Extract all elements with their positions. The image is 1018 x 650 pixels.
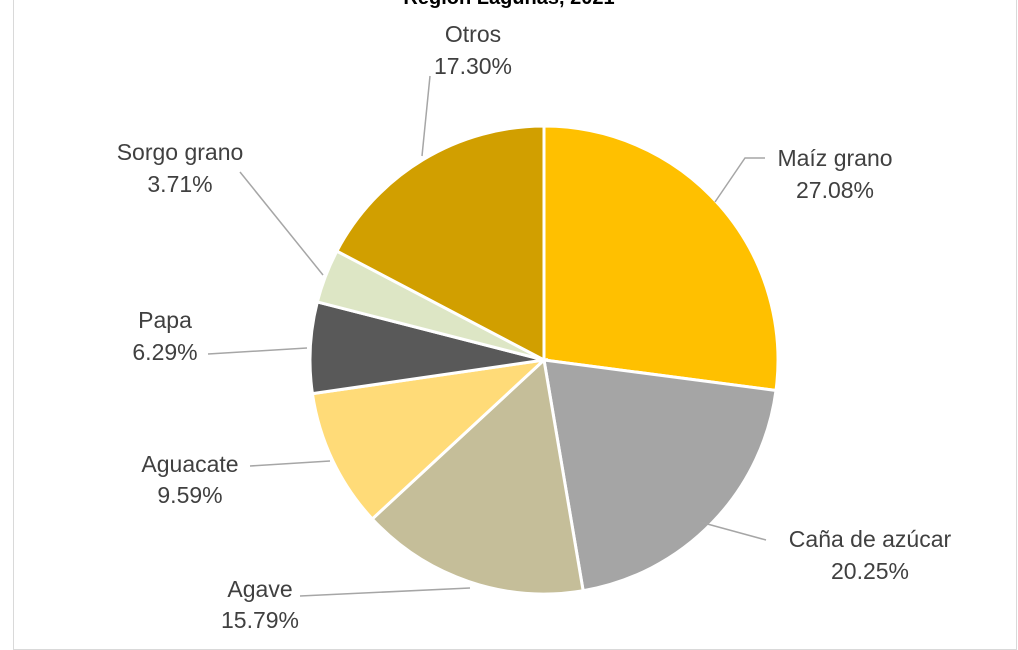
leader-line: [421, 75, 431, 157]
leader-line: [207, 347, 308, 355]
slice-value-label: 15.79%: [221, 607, 299, 633]
slice-label: Caña de azúcar: [789, 526, 952, 552]
pie-slice-ca-a-de-az-car: [542, 358, 778, 593]
slice-label: Otros: [445, 21, 501, 47]
leader-line: [239, 171, 324, 276]
pie-slice-agave: [370, 357, 585, 596]
pie-chart: Maíz grano 27.08% Caña de azúcar 20.25% Agav…: [117, 21, 952, 633]
slice-value-label: 9.59%: [157, 482, 222, 508]
leader-line: [299, 587, 471, 597]
slice-label: Agave: [227, 576, 292, 602]
slice-value-label: 20.25%: [831, 558, 909, 584]
pie-slice-ma-z-grano: [542, 124, 780, 393]
leader-line: [714, 157, 765, 203]
slice-value-label: 17.30%: [434, 53, 512, 79]
leader-line: [699, 521, 767, 541]
pie-slice-aguacate: [310, 357, 549, 522]
chart-title: Región Lagunas, 2021: [0, 0, 1018, 10]
slice-value-label: 6.29%: [132, 339, 197, 365]
slice-label: Sorgo grano: [117, 139, 244, 165]
slice-label: Papa: [138, 307, 192, 333]
leader-line: [249, 460, 331, 467]
pie-slice-otros: [334, 124, 546, 363]
slice-label: Maíz grano: [777, 145, 892, 171]
slice-label: Aguacate: [141, 451, 238, 477]
slice-value-label: 3.71%: [147, 171, 212, 197]
slice-value-label: 27.08%: [796, 177, 874, 203]
